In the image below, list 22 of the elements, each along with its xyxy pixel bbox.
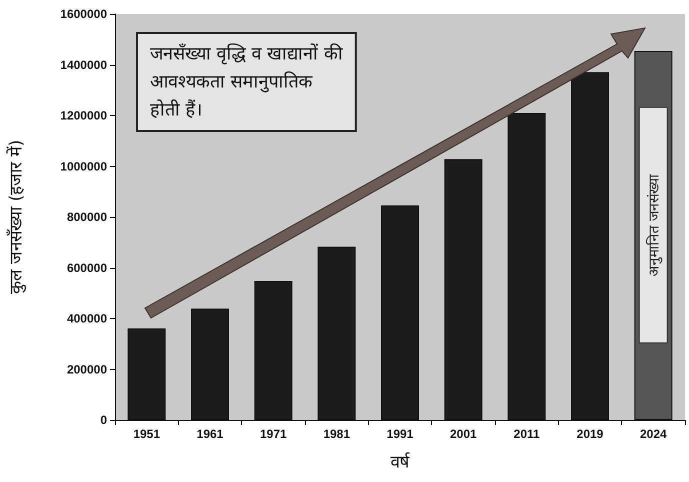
annotation: अनुमानित जनसंख्या — [645, 174, 662, 276]
x-tick-label: 1971 — [260, 427, 288, 441]
y-tick-label: 1600000 — [60, 7, 108, 21]
y-tick-label: 1000000 — [60, 159, 108, 174]
y-tick-label: 800000 — [66, 210, 108, 224]
x-tick-label: 2011 — [514, 427, 540, 441]
y-tick-label: 1400000 — [60, 58, 108, 72]
y-tick-label: 200000 — [66, 362, 108, 376]
annotation: जनसँख्या वृद्धि व खाद्यानों की आवश्यकता समानुपातिक होती हैं। — [150, 42, 343, 120]
x-tick-label: 2024 — [640, 427, 668, 441]
x-tick-label: 1961 — [196, 427, 224, 441]
x-tick-label: 2019 — [576, 427, 604, 441]
y-tick-label: 400000 — [66, 312, 108, 326]
y-tick-label: 600000 — [66, 260, 108, 275]
x-axis-title: वर्ष — [390, 452, 410, 472]
y-tick-label: 1200000 — [60, 108, 108, 122]
x-tick-label: 1951 — [133, 427, 160, 441]
y-tick-label: 0 — [100, 413, 108, 427]
x-tick-label: 1981 — [323, 427, 350, 441]
y-axis-title: कुल जनसँख्या (हजार में) — [6, 140, 26, 294]
x-tick-label: 1991 — [386, 427, 414, 441]
x-tick-label: 2001 — [450, 427, 478, 441]
